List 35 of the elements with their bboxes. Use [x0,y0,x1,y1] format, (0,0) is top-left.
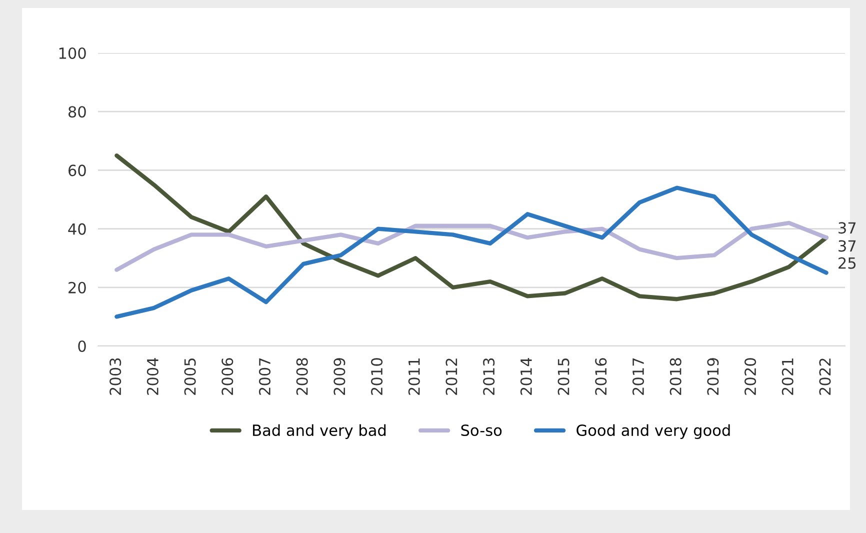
x-tick-label: 2022 [819,358,831,395]
x-tick-label: 2003 [110,358,122,395]
x-tick-label: 2012 [446,358,458,395]
y-tick-label: 80 [68,106,86,118]
x-tick-label: 2013 [483,358,495,395]
line-series [114,220,828,272]
y-tick-label: 40 [68,223,86,235]
line-series [114,153,828,302]
x-tick-label: 2008 [296,358,308,395]
x-tick-label: 2019 [707,358,719,395]
legend-label: So-so [461,424,502,436]
x-tick-label: 2005 [184,358,196,395]
x-tick-label: 2021 [782,358,794,395]
legend-label: Bad and very bad [253,424,386,439]
annotation: 37 [838,240,856,252]
x-tick-label: 2009 [334,358,346,395]
y-tick-label: 60 [68,164,86,176]
x-tick-label: 2010 [371,358,383,395]
x-tick-label: 2011 [408,358,420,395]
x-tick-label: 2020 [744,358,756,395]
legend-label: Good and very good [576,424,730,439]
x-tick-label: 2018 [670,358,682,395]
x-tick-label: 2016 [595,358,607,395]
x-tick-label: 2014 [520,358,532,395]
y-tick-label: 20 [68,282,86,294]
annotation: 37 [838,222,856,234]
x-tick-label: 2007 [258,358,271,395]
x-tick-label: 2015 [558,358,570,395]
y-tick-label: 0 [78,340,86,352]
x-tick-label: 2017 [632,358,644,395]
x-tick-label: 2006 [222,358,234,395]
y-tick-label: 100 [59,47,86,60]
x-tick-label: 2004 [146,358,158,395]
line-series [114,186,828,319]
annotation: 25 [838,257,856,269]
